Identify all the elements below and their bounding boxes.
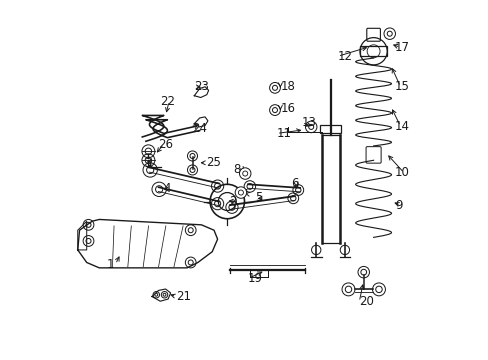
Text: 22: 22 [160, 95, 175, 108]
Text: 9: 9 [394, 199, 402, 212]
Text: 18: 18 [280, 80, 295, 93]
Circle shape [239, 168, 250, 179]
Text: 26: 26 [158, 138, 173, 150]
Text: 13: 13 [301, 116, 316, 129]
Text: 14: 14 [394, 120, 409, 133]
Text: 20: 20 [359, 296, 373, 309]
Text: 3: 3 [144, 157, 151, 170]
Text: 5: 5 [255, 192, 262, 204]
Text: 21: 21 [176, 290, 191, 303]
Circle shape [235, 187, 246, 198]
Text: 15: 15 [394, 80, 409, 93]
Text: 1: 1 [106, 258, 114, 271]
Text: 8: 8 [233, 163, 241, 176]
Text: 16: 16 [280, 102, 295, 115]
Text: 19: 19 [247, 272, 263, 285]
Text: 11: 11 [276, 127, 291, 140]
Text: 25: 25 [206, 156, 221, 169]
Text: 4: 4 [163, 183, 171, 195]
Text: 12: 12 [337, 50, 352, 63]
Text: 24: 24 [192, 122, 207, 135]
Text: 10: 10 [394, 166, 409, 179]
Text: 6: 6 [290, 177, 298, 190]
Text: 7: 7 [241, 188, 248, 201]
Text: 2: 2 [229, 195, 237, 208]
Text: 23: 23 [194, 80, 209, 93]
Text: 17: 17 [394, 41, 409, 54]
